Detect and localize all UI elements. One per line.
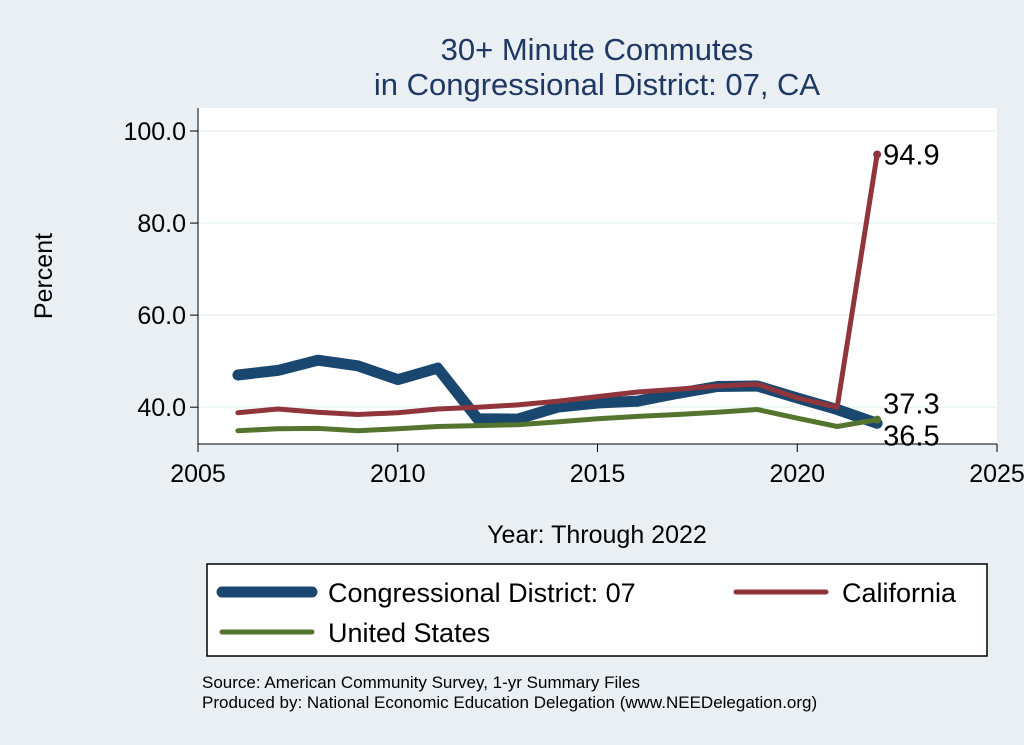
y-tick-label-60: 60.0: [137, 302, 186, 330]
producer-note: Produced by: National Economic Education…: [202, 693, 817, 712]
end-label-2: 37.3: [883, 389, 939, 421]
end-label-0: 36.5: [883, 420, 939, 452]
plot-area: [198, 108, 997, 444]
source-note: Source: American Community Survey, 1-yr …: [202, 673, 640, 692]
series-end-marker-2: [873, 415, 882, 424]
x-tick-label-2005: 2005: [170, 460, 226, 488]
x-tick-label-2020: 2020: [769, 460, 825, 488]
y-tick-label-40: 40.0: [137, 394, 186, 422]
legend-items: Congressional District: 07 California Unit…: [216, 578, 957, 648]
series-line-1: [235, 152, 880, 417]
x-tick-label-2025: 2025: [969, 460, 1024, 488]
x-axis-label: Year: Through 2022: [487, 521, 707, 549]
x-tick-label-2010: 2010: [370, 460, 426, 488]
series-lines: [232, 150, 883, 434]
y-tick-label-80: 80.0: [137, 210, 186, 238]
axes: 40.0 60.0 80.0 100.0 2005 2010 2015 2020 2025: [123, 108, 1024, 488]
legend: [206, 563, 988, 657]
end-label-1: 94.9: [883, 139, 939, 171]
legend-label-2: United States: [328, 618, 490, 648]
chart-title-line-2: in Congressional District: 07, CA: [374, 67, 821, 102]
chart-title-line-1: 30+ Minute Commutes: [441, 32, 754, 67]
series-line-2: [235, 407, 880, 434]
y-tick-label-100: 100.0: [123, 118, 186, 146]
y-axis-label: Percent: [30, 233, 58, 319]
legend-label-0: Congressional District: 07: [328, 578, 636, 608]
series-end-marker-1: [873, 150, 882, 159]
x-tick-label-2015: 2015: [570, 460, 626, 488]
legend-label-1: California: [842, 578, 957, 608]
end-labels: 36.5 94.9 37.3: [883, 139, 939, 452]
